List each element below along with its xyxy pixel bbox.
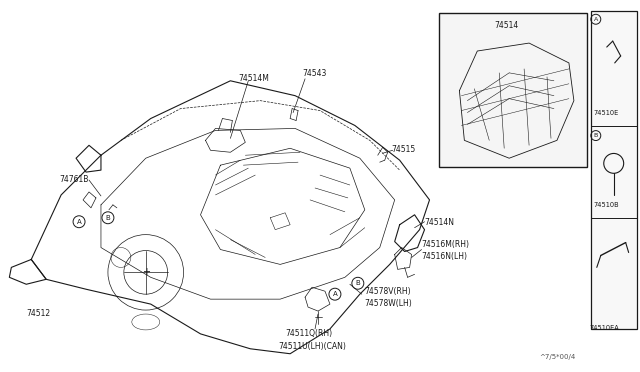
Text: ^7/5*00/4: ^7/5*00/4 [539,354,575,360]
Text: 74515: 74515 [392,145,416,154]
Text: 74514N: 74514N [424,218,454,227]
Text: 74510E: 74510E [594,110,619,116]
Text: B: B [106,215,110,221]
Bar [440,13,587,167]
Text: 74761B: 74761B [59,175,88,184]
Text: 74516N(LH): 74516N(LH) [422,251,468,260]
Text: 74514: 74514 [494,21,518,30]
Bar [591,11,637,329]
Text: 74510B: 74510B [594,202,620,208]
Text: 74578W(LH): 74578W(LH) [365,299,413,308]
Text: A: A [77,219,81,225]
Text: 74510EA: 74510EA [590,325,620,331]
Text: 74578V(RH): 74578V(RH) [365,287,412,296]
Text: 74511U(LH)(CAN): 74511U(LH)(CAN) [278,342,346,351]
Text: 74543: 74543 [302,69,326,78]
Text: 74514M: 74514M [238,74,269,83]
Text: +: + [141,267,150,278]
Text: 74511Q(RH): 74511Q(RH) [285,329,332,338]
Text: A: A [333,291,337,297]
Text: 74512: 74512 [26,309,51,318]
Text: B: B [594,133,598,138]
Text: A: A [594,17,598,22]
Text: 74516M(RH): 74516M(RH) [422,240,470,248]
Text: B: B [355,280,360,286]
